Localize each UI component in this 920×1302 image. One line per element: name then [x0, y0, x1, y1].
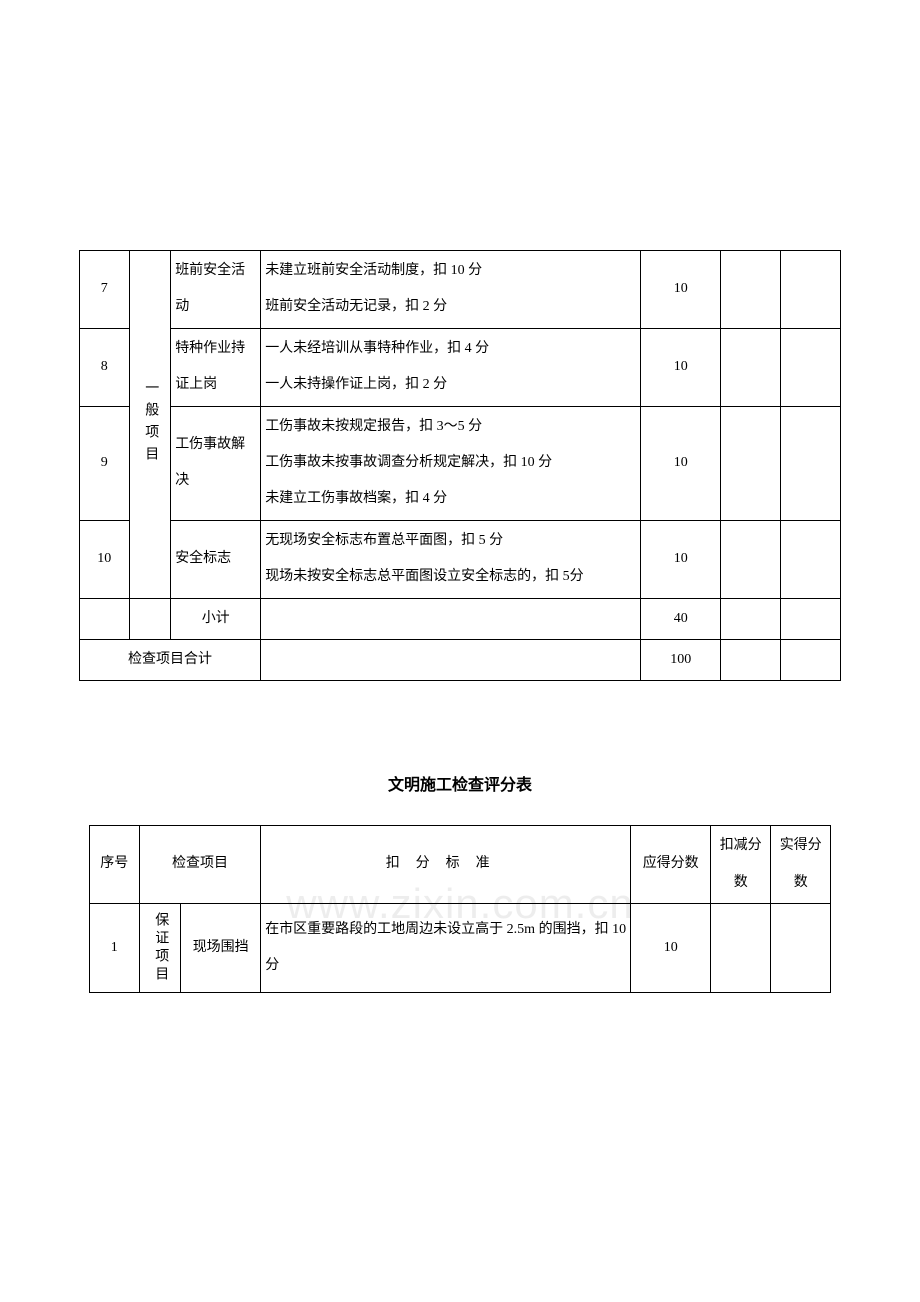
- row-criteria: 未建立班前安全活动制度，扣 10 分班前安全活动无记录，扣 2 分: [261, 251, 641, 329]
- total-score: 100: [641, 639, 721, 680]
- row-score: 10: [641, 251, 721, 329]
- row-deduct: [721, 251, 781, 329]
- row-num: 9: [79, 406, 129, 520]
- header-item: 检查项目: [139, 826, 260, 904]
- table-row: 8 特种作业持证上岗 一人未经培训从事特种作业，扣 4 分一人未持操作证上岗，扣…: [79, 328, 840, 406]
- section-title: 文明施工检查评分表: [0, 771, 920, 795]
- header-deduct: 扣减分数: [711, 826, 771, 904]
- row-actual: [781, 251, 841, 329]
- table-row: 7 一般项目 班前安全活动 未建立班前安全活动制度，扣 10 分班前安全活动无记…: [79, 251, 840, 329]
- header-score: 应得分数: [631, 826, 711, 904]
- row-item: 现场围挡: [181, 904, 261, 993]
- scoring-table-2: 序号 检查项目 扣分标准 应得分数 扣减分数 实得分数 1 保证项目 现场围挡 …: [89, 825, 831, 993]
- row-score: 10: [641, 520, 721, 598]
- row-item: 特种作业持证上岗: [171, 328, 261, 406]
- total-row: 检查项目合计 100: [79, 639, 840, 680]
- empty-cell: [781, 598, 841, 639]
- table-row: 10 安全标志 无现场安全标志布置总平面图，扣 5 分现场未按安全标志总平面图设…: [79, 520, 840, 598]
- row-actual: [781, 520, 841, 598]
- row-item: 工伤事故解决: [171, 406, 261, 520]
- subtotal-label: 小计: [171, 598, 261, 639]
- row-num: 8: [79, 328, 129, 406]
- subtotal-score: 40: [641, 598, 721, 639]
- row-deduct: [721, 406, 781, 520]
- empty-cell: [721, 639, 781, 680]
- row-actual: [781, 328, 841, 406]
- row-score: 10: [641, 328, 721, 406]
- header-actual: 实得分数: [771, 826, 831, 904]
- row-actual: [781, 406, 841, 520]
- total-label: 检查项目合计: [79, 639, 260, 680]
- header-num: 序号: [89, 826, 139, 904]
- empty-cell: [261, 598, 641, 639]
- row-num: 7: [79, 251, 129, 329]
- row-deduct: [721, 328, 781, 406]
- row-deduct: [711, 904, 771, 993]
- row-criteria: 工伤事故未按规定报告，扣 3～5 分工伤事故未按事故调查分析规定解决，扣 10 …: [261, 406, 641, 520]
- row-item: 班前安全活动: [171, 251, 261, 329]
- row-criteria: 无现场安全标志布置总平面图，扣 5 分现场未按安全标志总平面图设立安全标志的，扣…: [261, 520, 641, 598]
- row-criteria: 一人未经培训从事特种作业，扣 4 分一人未持操作证上岗，扣 2 分: [261, 328, 641, 406]
- table-row: 1 保证项目 现场围挡 在市区重要路段的工地周边未设立高于 2.5m 的围挡，扣…: [89, 904, 830, 993]
- header-criteria: 扣分标准: [261, 826, 631, 904]
- header-row: 序号 检查项目 扣分标准 应得分数 扣减分数 实得分数: [89, 826, 830, 904]
- row-item: 安全标志: [171, 520, 261, 598]
- group-label: 保证项目: [139, 904, 180, 993]
- row-criteria: 在市区重要路段的工地周边未设立高于 2.5m 的围挡，扣 10 分: [261, 904, 631, 993]
- empty-cell: [781, 639, 841, 680]
- scoring-table-1: 7 一般项目 班前安全活动 未建立班前安全活动制度，扣 10 分班前安全活动无记…: [79, 250, 841, 681]
- row-score: 10: [631, 904, 711, 993]
- row-num: 10: [79, 520, 129, 598]
- row-deduct: [721, 520, 781, 598]
- table-row: 9 工伤事故解决 工伤事故未按规定报告，扣 3～5 分工伤事故未按事故调查分析规…: [79, 406, 840, 520]
- row-num: 1: [89, 904, 139, 993]
- empty-cell: [721, 598, 781, 639]
- row-score: 10: [641, 406, 721, 520]
- empty-cell: [261, 639, 641, 680]
- empty-cell: [79, 598, 129, 639]
- subtotal-row: 小计 40: [79, 598, 840, 639]
- row-actual: [771, 904, 831, 993]
- empty-cell: [129, 598, 170, 639]
- group-label: 一般项目: [129, 251, 170, 599]
